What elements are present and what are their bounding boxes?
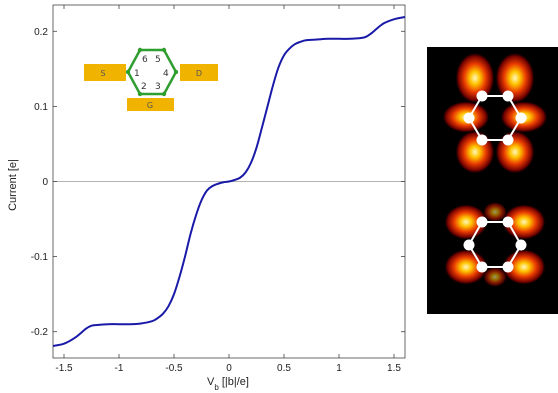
site-label-6: 6 [142,55,148,65]
gate-label: G [147,101,153,110]
density-lobe [495,130,535,174]
site-label-1: 1 [134,69,140,79]
ring-atom [125,69,131,75]
atom [515,112,527,124]
x-axis-label: Vb [|b|/e] [207,376,249,392]
atom [502,90,514,102]
x-tick-label: 1.5 [387,363,401,374]
molecule-inset: S D G 1 2 3 4 5 6 [84,47,218,111]
orbital-map-bottom [444,202,546,287]
density-lobe [483,202,507,222]
atom [502,134,514,146]
density-lobe [495,52,535,104]
x-tick-label: 1 [336,363,342,374]
density-lobe [483,267,507,287]
x-tick-label: 0 [226,363,232,374]
y-axis-ticks: -0.2 -0.1 0 0.1 0.2 [31,27,405,338]
orbital-map-top [442,52,548,174]
ring-atom [137,47,143,53]
atoms-bottom [463,216,527,273]
y-axis-label: Current [e| [7,159,19,211]
orbital-maps [427,47,558,314]
atoms-top [463,90,527,146]
current-curve [52,16,406,347]
density-lobe [455,130,495,174]
ring-atom [161,47,167,53]
density-lobe [455,52,495,104]
atom [476,134,488,146]
y-tick-label: 0 [42,177,48,188]
y-tick-label: 0.2 [34,27,48,38]
drain-electrode [180,64,218,81]
atom [476,216,488,228]
plot-area: -1.5 -1 -0.5 0 0.5 1 1.5 -0.2 -0.1 0 0.1 0.2 [31,4,406,374]
x-axis-ticks: -1.5 -1 -0.5 0 0.5 1 1.5 [55,5,401,374]
site-label-5: 5 [155,55,161,65]
atom [463,239,475,251]
source-label: S [100,69,105,78]
y-tick-label: 0.1 [34,102,48,113]
atom [515,239,527,251]
x-tick-label: -1.5 [55,363,73,374]
x-tick-label: 0.5 [277,363,291,374]
atom [502,216,514,228]
ring-atom [161,91,167,97]
atom [463,112,475,124]
ring-atom [173,69,179,75]
x-tick-label: -1 [115,363,124,374]
y-tick-label: -0.2 [31,327,49,338]
x-tick-label: -0.5 [165,363,183,374]
ring-atoms [125,47,179,97]
atom [502,261,514,273]
site-label-3: 3 [155,82,161,92]
drain-label: D [196,69,202,78]
site-label-2: 2 [141,82,147,92]
atom [476,261,488,273]
site-label-4: 4 [163,69,169,79]
gate-electrode [127,98,174,111]
atom [476,90,488,102]
ring-atom [137,91,143,97]
y-tick-label: -0.1 [31,252,49,263]
source-electrode [84,64,126,81]
